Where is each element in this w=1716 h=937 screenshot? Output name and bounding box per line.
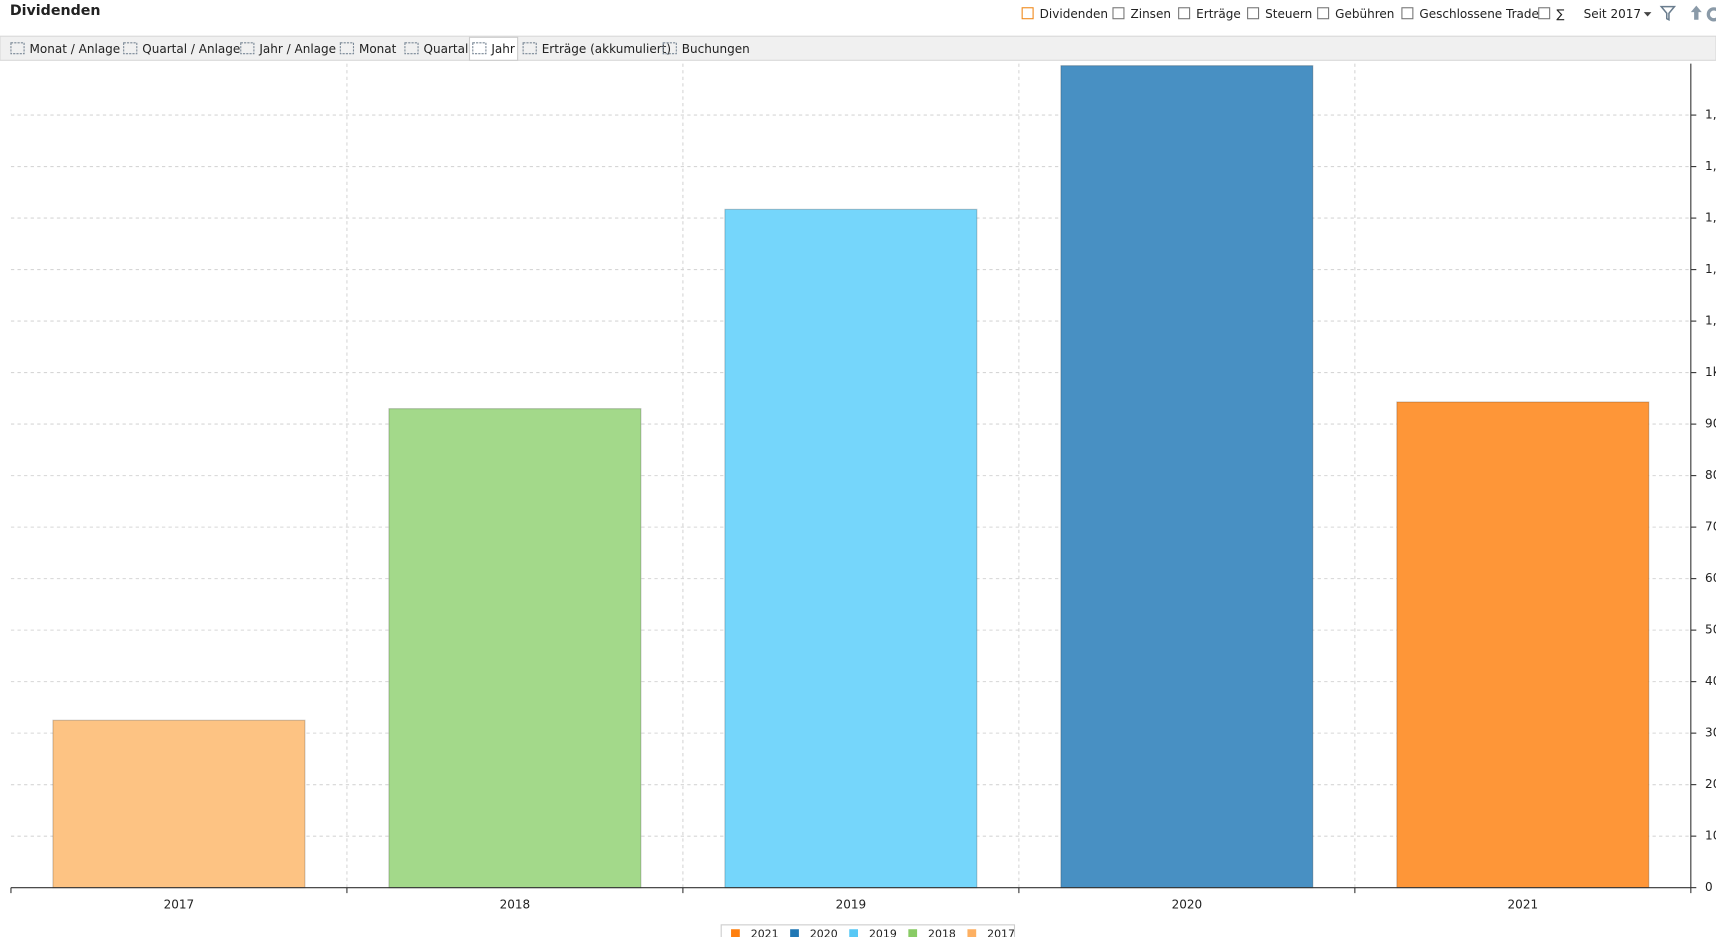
checkbox[interactable] [1021,7,1034,20]
filter-label[interactable]: ∑ [1556,7,1564,21]
bar [388,408,642,889]
checkbox[interactable] [1317,7,1330,20]
legend-swatch [731,929,740,937]
checkbox[interactable] [1401,7,1414,20]
y-tick-label: 70 [1705,520,1716,534]
checkbox[interactable] [1538,7,1551,20]
filter-label[interactable]: Erträge [1196,7,1241,21]
y-tick-label: 90 [1705,417,1716,431]
y-tick-label: 80 [1705,468,1716,482]
dropdown-arrow[interactable] [1643,12,1652,17]
filter-label[interactable]: Zinsen [1131,7,1171,21]
tab-label[interactable]: Monat / Anlage [30,42,121,56]
filter-label[interactable]: Gebühren [1335,7,1394,21]
legend-swatch [908,929,918,937]
tab-label[interactable]: Jahr [490,42,515,56]
export-icon[interactable] [1690,5,1702,20]
filter-label[interactable]: Geschlossene Trades [1419,7,1545,21]
tab-icon [240,42,255,55]
tab-label[interactable]: Erträge (akkumuliert) [542,42,671,56]
settings-icon[interactable] [1706,7,1716,22]
y-tick-label: 1, [1705,262,1716,276]
tab-icon [662,42,677,55]
y-tick-label: 60 [1705,571,1716,585]
legend-label: 2020 [810,928,838,937]
bar [1060,65,1314,889]
y-tick-label: 1, [1705,108,1716,122]
y-tick-label: 40 [1705,674,1716,688]
checkbox[interactable] [1112,7,1125,20]
y-tick-label: 1, [1705,211,1716,225]
y-tick-label: 0 [1705,880,1713,894]
legend-swatch [790,929,799,937]
tab-icon [339,42,355,55]
y-tick-label: 30 [1705,726,1716,740]
checkbox[interactable] [1247,7,1260,20]
bar [724,208,978,889]
period-select[interactable]: Seit 2017 [1584,7,1641,21]
tab-label[interactable]: Quartal [424,42,469,56]
x-tick-label: 2019 [836,898,867,912]
legend-label: 2019 [869,928,897,937]
x-tick-label: 2017 [164,898,195,912]
title: Dividenden [10,3,101,19]
filter-icon[interactable] [1659,5,1677,22]
y-tick-label: 1, [1705,314,1716,328]
legend-swatch [967,929,977,937]
y-tick-label: 20 [1705,777,1716,791]
tab-label[interactable]: Monat [359,42,397,56]
tab-label[interactable]: Buchungen [682,42,750,56]
tab-label[interactable]: Quartal / Anlage [142,42,240,56]
legend-label: 2017 [987,928,1015,937]
tab-icon [404,42,419,55]
tab-icon [10,42,25,55]
legend-swatch [849,929,858,937]
legend-label: 2018 [928,928,956,937]
y-tick-label: 1, [1705,159,1716,173]
y-tick-label: 1k [1705,365,1716,379]
y-tick-label: 10 [1705,829,1716,843]
x-tick-label: 2018 [500,898,531,912]
bar [1396,401,1650,889]
tab-icon [123,42,138,55]
x-tick-label: 2020 [1172,898,1203,912]
x-tick-label: 2021 [1508,898,1539,912]
tab-icon [472,42,487,55]
legend-label: 2021 [751,928,779,937]
bar [52,719,306,889]
filter-label[interactable]: Dividenden [1040,7,1108,21]
filter-label[interactable]: Steuern [1265,7,1312,21]
tab-bar [0,35,1716,61]
y-tick-label: 50 [1705,623,1716,637]
checkbox[interactable] [1178,7,1191,20]
tab-label[interactable]: Jahr / Anlage [258,42,336,56]
